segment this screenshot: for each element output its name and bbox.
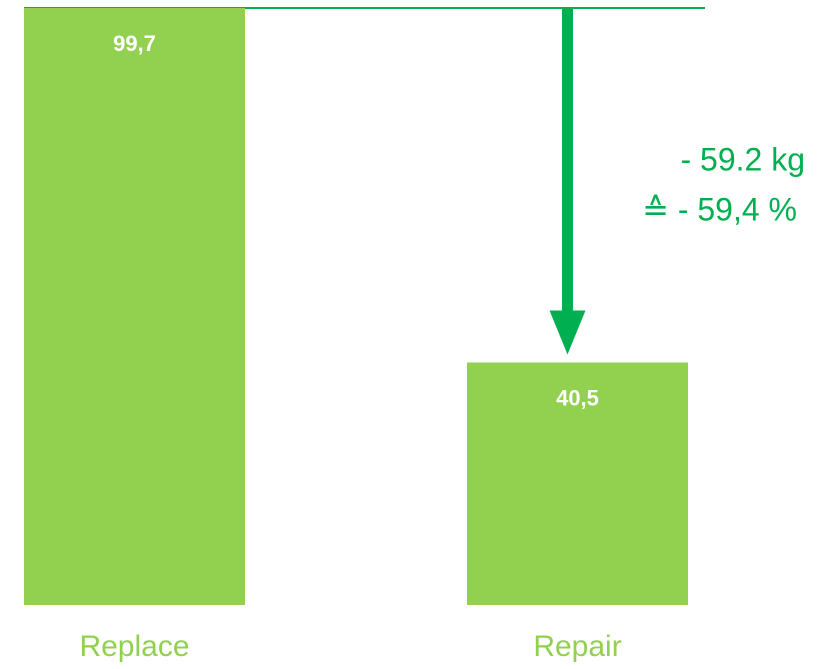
arrow-head	[549, 310, 586, 355]
value-label: 40,5	[556, 385, 599, 410]
annotation: ≙ - 59,4 %	[642, 191, 797, 227]
bar	[467, 362, 688, 605]
annotation: - 59.2 kg	[680, 141, 805, 177]
x-tick-label: Replace	[79, 630, 189, 663]
value-label: 99,7	[113, 31, 156, 56]
bar	[24, 8, 245, 605]
x-tick-label: Repair	[533, 630, 621, 663]
